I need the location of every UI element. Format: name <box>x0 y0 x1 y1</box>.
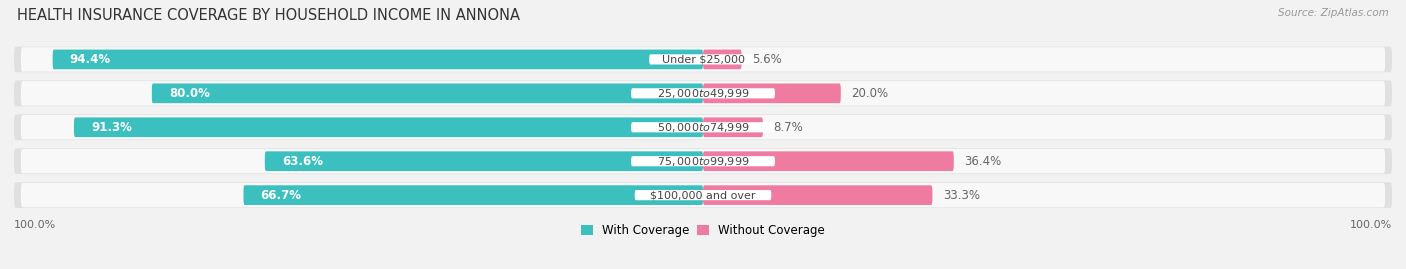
Text: 63.6%: 63.6% <box>283 155 323 168</box>
FancyBboxPatch shape <box>264 151 703 171</box>
FancyBboxPatch shape <box>152 83 703 103</box>
FancyBboxPatch shape <box>650 54 756 65</box>
Text: $75,000 to $99,999: $75,000 to $99,999 <box>657 155 749 168</box>
FancyBboxPatch shape <box>631 156 775 166</box>
Text: 94.4%: 94.4% <box>70 53 111 66</box>
Text: 5.6%: 5.6% <box>752 53 782 66</box>
FancyBboxPatch shape <box>703 185 932 205</box>
Text: 100.0%: 100.0% <box>14 220 56 229</box>
Text: $100,000 and over: $100,000 and over <box>650 190 756 200</box>
Text: Source: ZipAtlas.com: Source: ZipAtlas.com <box>1278 8 1389 18</box>
FancyBboxPatch shape <box>703 118 763 137</box>
Text: 80.0%: 80.0% <box>169 87 209 100</box>
FancyBboxPatch shape <box>21 81 1385 105</box>
FancyBboxPatch shape <box>243 185 703 205</box>
Text: Under $25,000: Under $25,000 <box>661 54 745 64</box>
FancyBboxPatch shape <box>14 182 1392 208</box>
Text: 36.4%: 36.4% <box>965 155 1001 168</box>
Text: HEALTH INSURANCE COVERAGE BY HOUSEHOLD INCOME IN ANNONA: HEALTH INSURANCE COVERAGE BY HOUSEHOLD I… <box>17 8 520 23</box>
FancyBboxPatch shape <box>14 148 1392 174</box>
FancyBboxPatch shape <box>703 49 741 69</box>
FancyBboxPatch shape <box>634 190 772 200</box>
FancyBboxPatch shape <box>52 49 703 69</box>
FancyBboxPatch shape <box>21 149 1385 174</box>
Text: $25,000 to $49,999: $25,000 to $49,999 <box>657 87 749 100</box>
FancyBboxPatch shape <box>631 88 775 98</box>
FancyBboxPatch shape <box>14 114 1392 140</box>
FancyBboxPatch shape <box>21 47 1385 72</box>
Text: 20.0%: 20.0% <box>851 87 889 100</box>
Text: 33.3%: 33.3% <box>943 189 980 202</box>
FancyBboxPatch shape <box>21 183 1385 207</box>
Text: 91.3%: 91.3% <box>91 121 132 134</box>
Legend: With Coverage, Without Coverage: With Coverage, Without Coverage <box>581 224 825 237</box>
FancyBboxPatch shape <box>703 151 953 171</box>
Text: 66.7%: 66.7% <box>260 189 302 202</box>
Text: 100.0%: 100.0% <box>1350 220 1392 229</box>
FancyBboxPatch shape <box>75 118 703 137</box>
FancyBboxPatch shape <box>703 83 841 103</box>
FancyBboxPatch shape <box>631 122 775 132</box>
FancyBboxPatch shape <box>14 80 1392 106</box>
Text: $50,000 to $74,999: $50,000 to $74,999 <box>657 121 749 134</box>
FancyBboxPatch shape <box>14 47 1392 72</box>
Text: 8.7%: 8.7% <box>773 121 803 134</box>
FancyBboxPatch shape <box>21 115 1385 140</box>
